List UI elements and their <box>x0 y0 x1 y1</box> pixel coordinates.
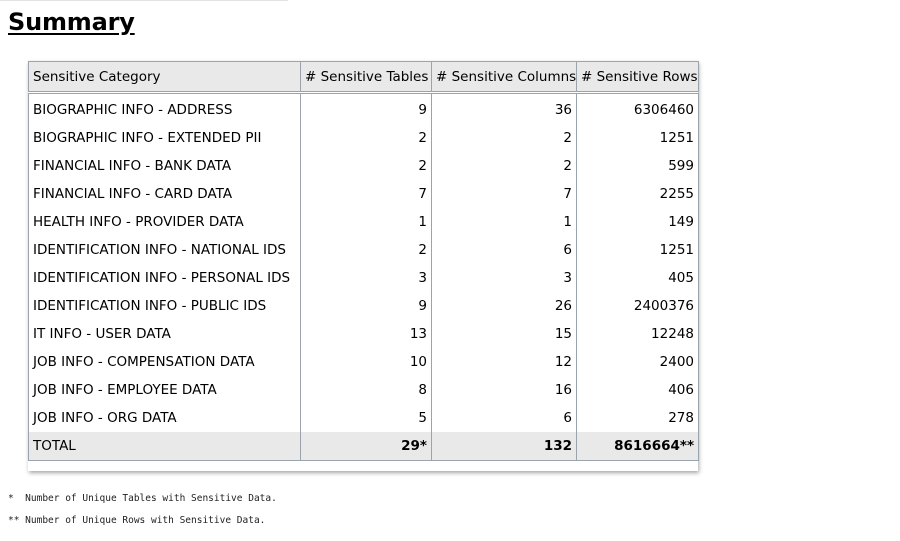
cell-tables: 2 <box>300 124 432 152</box>
table-row: BIOGRAPHIC INFO - EXTENDED PII 2 2 1251 <box>28 124 699 152</box>
cell-category: JOB INFO - COMPENSATION DATA <box>28 348 301 376</box>
cell-category: IDENTIFICATION INFO - NATIONAL IDS <box>28 236 301 264</box>
cell-rows: 405 <box>576 264 699 292</box>
cell-category: IDENTIFICATION INFO - PUBLIC IDS <box>28 292 301 320</box>
cell-category: HEALTH INFO - PROVIDER DATA <box>28 208 301 236</box>
cell-rows: 6306460 <box>576 92 699 124</box>
table-row: IDENTIFICATION INFO - PERSONAL IDS 3 3 405 <box>28 264 699 292</box>
cell-category: IDENTIFICATION INFO - PERSONAL IDS <box>28 264 301 292</box>
header-sensitive-tables: # Sensitive Tables <box>300 61 432 94</box>
total-row: TOTAL 29* 132 8616664** <box>28 432 699 461</box>
cell-columns: 2 <box>431 152 577 180</box>
cell-columns: 6 <box>431 236 577 264</box>
cell-tables: 7 <box>300 180 432 208</box>
cell-rows: 406 <box>576 376 699 404</box>
total-tables: 29* <box>300 432 432 461</box>
cell-rows: 149 <box>576 208 699 236</box>
cell-tables: 5 <box>300 404 432 432</box>
cell-columns: 12 <box>431 348 577 376</box>
cell-tables: 10 <box>300 348 432 376</box>
cell-rows: 12248 <box>576 320 699 348</box>
total-columns: 132 <box>431 432 577 461</box>
total-rows: 8616664** <box>576 432 699 461</box>
cell-tables: 1 <box>300 208 432 236</box>
footnote-unique-tables: * Number of Unique Tables with Sensitive… <box>8 493 277 504</box>
table-row: FINANCIAL INFO - CARD DATA 7 7 2255 <box>28 180 699 208</box>
cell-columns: 15 <box>431 320 577 348</box>
cell-tables: 2 <box>300 152 432 180</box>
table-row: JOB INFO - EMPLOYEE DATA 8 16 406 <box>28 376 699 404</box>
table-row: FINANCIAL INFO - BANK DATA 2 2 599 <box>28 152 699 180</box>
cell-columns: 6 <box>431 404 577 432</box>
cell-rows: 2400376 <box>576 292 699 320</box>
cell-category: JOB INFO - EMPLOYEE DATA <box>28 376 301 404</box>
cell-category: BIOGRAPHIC INFO - EXTENDED PII <box>28 124 301 152</box>
cell-columns: 16 <box>431 376 577 404</box>
table-row: JOB INFO - ORG DATA 5 6 278 <box>28 404 699 432</box>
summary-table: Sensitive Category # Sensitive Tables # … <box>28 61 699 461</box>
table-row: JOB INFO - COMPENSATION DATA 10 12 2400 <box>28 348 699 376</box>
header-sensitive-rows: # Sensitive Rows <box>576 61 699 94</box>
cell-columns: 2 <box>431 124 577 152</box>
cell-rows: 2255 <box>576 180 699 208</box>
cell-columns: 7 <box>431 180 577 208</box>
cell-category: JOB INFO - ORG DATA <box>28 404 301 432</box>
table-row: HEALTH INFO - PROVIDER DATA 1 1 149 <box>28 208 699 236</box>
cell-tables: 9 <box>300 92 432 124</box>
cell-columns: 1 <box>431 208 577 236</box>
cell-tables: 3 <box>300 264 432 292</box>
cell-category: IT INFO - USER DATA <box>28 320 301 348</box>
summary-table-container: Sensitive Category # Sensitive Tables # … <box>28 61 699 471</box>
cell-rows: 599 <box>576 152 699 180</box>
cell-rows: 1251 <box>576 124 699 152</box>
cell-category: BIOGRAPHIC INFO - ADDRESS <box>28 92 301 124</box>
table-row: BIOGRAPHIC INFO - ADDRESS 9 36 6306460 <box>28 92 699 124</box>
top-divider <box>0 0 288 1</box>
total-label: TOTAL <box>28 432 301 461</box>
table-row: IT INFO - USER DATA 13 15 12248 <box>28 320 699 348</box>
table-row: IDENTIFICATION INFO - NATIONAL IDS 2 6 1251 <box>28 236 699 264</box>
cell-tables: 2 <box>300 236 432 264</box>
cell-tables: 8 <box>300 376 432 404</box>
page-title: Summary <box>8 8 135 36</box>
footnote-unique-rows: ** Number of Unique Rows with Sensitive … <box>8 515 266 526</box>
header-sensitive-columns: # Sensitive Columns <box>431 61 577 94</box>
cell-tables: 9 <box>300 292 432 320</box>
cell-rows: 1251 <box>576 236 699 264</box>
cell-rows: 278 <box>576 404 699 432</box>
table-body: BIOGRAPHIC INFO - ADDRESS 9 36 6306460 BIOGR… <box>28 92 699 461</box>
cell-rows: 2400 <box>576 348 699 376</box>
cell-columns: 3 <box>431 264 577 292</box>
table-row: IDENTIFICATION INFO - PUBLIC IDS 9 26 24003… <box>28 292 699 320</box>
header-row: Sensitive Category # Sensitive Tables # … <box>28 61 699 94</box>
cell-columns: 26 <box>431 292 577 320</box>
cell-category: FINANCIAL INFO - BANK DATA <box>28 152 301 180</box>
cell-tables: 13 <box>300 320 432 348</box>
cell-category: FINANCIAL INFO - CARD DATA <box>28 180 301 208</box>
header-sensitive-category: Sensitive Category <box>28 61 301 94</box>
cell-columns: 36 <box>431 92 577 124</box>
